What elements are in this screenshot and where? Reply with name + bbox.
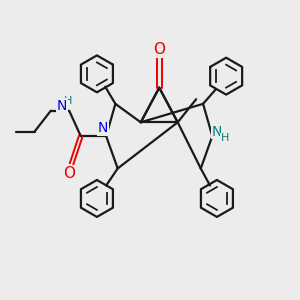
Text: H: H <box>221 134 230 143</box>
Text: N: N <box>212 124 222 139</box>
Text: O: O <box>63 166 75 181</box>
Text: H: H <box>64 96 73 106</box>
Text: N: N <box>98 121 108 135</box>
Text: O: O <box>153 42 165 57</box>
Text: N: N <box>57 99 68 113</box>
